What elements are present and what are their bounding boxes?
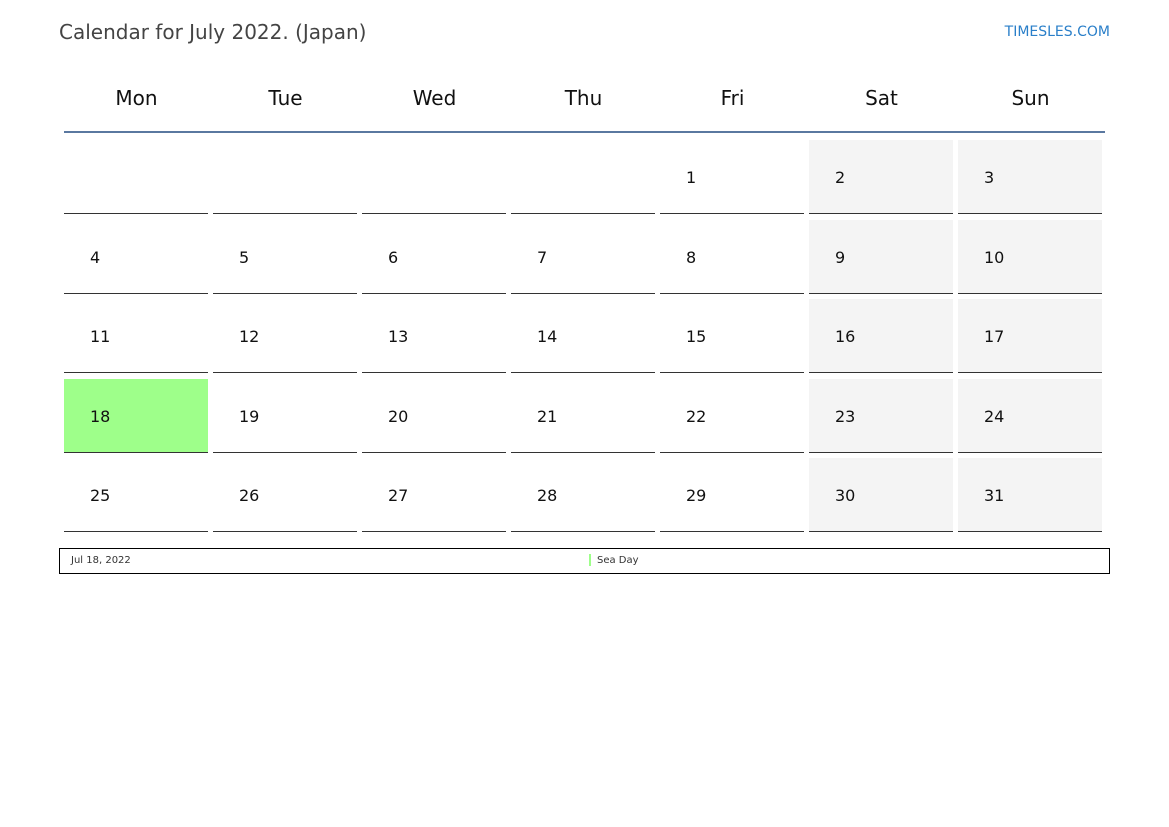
day-number: 6 (388, 248, 399, 267)
day-cell: 10 (958, 220, 1102, 294)
day-cell: 15 (660, 299, 804, 373)
day-cell: 7 (511, 220, 655, 294)
day-cell: 11 (64, 299, 208, 373)
day-cell: 17 (958, 299, 1102, 373)
weekday-thu: Thu (564, 86, 603, 110)
day-number: 30 (835, 486, 856, 505)
day-number: 16 (835, 327, 856, 346)
day-number: 29 (686, 486, 707, 505)
day-number: 28 (537, 486, 558, 505)
day-number: 31 (984, 486, 1005, 505)
day-number: 21 (537, 407, 558, 426)
weekday-tue: Tue (268, 86, 303, 110)
day-cell: 12 (213, 299, 357, 373)
day-cell: 30 (809, 458, 953, 532)
day-cell: 5 (213, 220, 357, 294)
day-number: 7 (537, 248, 548, 267)
day-cell: 22 (660, 379, 804, 453)
day-number: 12 (239, 327, 260, 346)
day-number: 26 (239, 486, 260, 505)
day-cell: 20 (362, 379, 506, 453)
day-number: 11 (90, 327, 111, 346)
day-cell: 13 (362, 299, 506, 373)
day-cell: 29 (660, 458, 804, 532)
day-number: 9 (835, 248, 846, 267)
day-cell: 24 (958, 379, 1102, 453)
day-number: 17 (984, 327, 1005, 346)
day-cell (64, 140, 208, 214)
day-cell: 2 (809, 140, 953, 214)
legend-color-marker (589, 554, 591, 566)
day-number: 2 (835, 168, 846, 187)
weekday-fri: Fri (720, 86, 745, 110)
day-cell: 18 (64, 379, 208, 453)
day-cell: 19 (213, 379, 357, 453)
weekday-wed: Wed (412, 86, 457, 110)
day-number: 22 (686, 407, 707, 426)
day-number: 8 (686, 248, 697, 267)
weekday-sun: Sun (1011, 86, 1050, 110)
weekday-sat: Sat (865, 86, 898, 110)
day-cell: 28 (511, 458, 655, 532)
day-cell: 16 (809, 299, 953, 373)
day-number: 14 (537, 327, 558, 346)
day-number: 5 (239, 248, 250, 267)
day-cell: 27 (362, 458, 506, 532)
day-number: 1 (686, 168, 697, 187)
day-cell: 9 (809, 220, 953, 294)
day-cell: 8 (660, 220, 804, 294)
day-number: 13 (388, 327, 409, 346)
day-number: 4 (90, 248, 101, 267)
day-number: 15 (686, 327, 707, 346)
day-number: 25 (90, 486, 111, 505)
holiday-legend: Jul 18, 2022 Sea Day (59, 548, 1110, 574)
day-number: 3 (984, 168, 995, 187)
day-cell (511, 140, 655, 214)
day-number: 24 (984, 407, 1005, 426)
day-cell: 6 (362, 220, 506, 294)
legend-date: Jul 18, 2022 (71, 555, 131, 566)
day-cell (213, 140, 357, 214)
header-divider (64, 131, 1105, 133)
day-number: 20 (388, 407, 409, 426)
weekday-mon: Mon (115, 86, 158, 110)
day-number: 23 (835, 407, 856, 426)
day-number: 27 (388, 486, 409, 505)
day-number: 19 (239, 407, 260, 426)
day-cell: 26 (213, 458, 357, 532)
legend-holiday-name: Sea Day (597, 555, 639, 566)
day-cell: 4 (64, 220, 208, 294)
day-cell: 1 (660, 140, 804, 214)
page-title: Calendar for July 2022. (Japan) (59, 20, 367, 44)
day-cell: 23 (809, 379, 953, 453)
day-cell: 25 (64, 458, 208, 532)
day-cell: 21 (511, 379, 655, 453)
day-cell: 3 (958, 140, 1102, 214)
day-number: 18 (90, 407, 111, 426)
site-link[interactable]: TIMESLES.COM (1004, 24, 1110, 40)
day-cell: 31 (958, 458, 1102, 532)
day-cell: 14 (511, 299, 655, 373)
day-cell (362, 140, 506, 214)
day-number: 10 (984, 248, 1005, 267)
